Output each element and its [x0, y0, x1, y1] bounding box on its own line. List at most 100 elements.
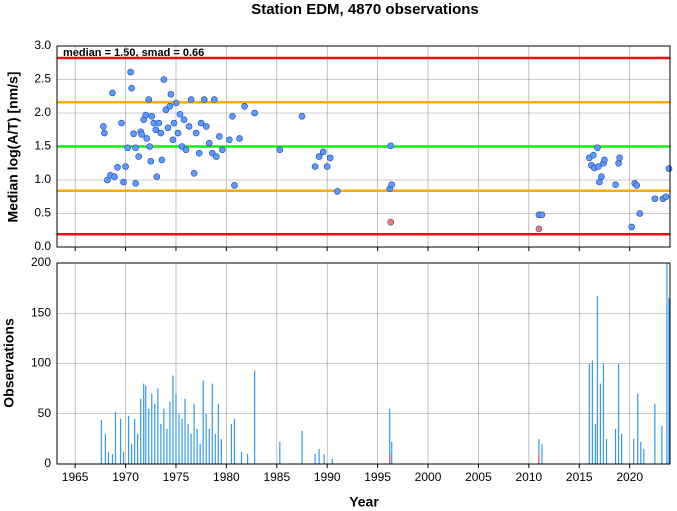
bar: [633, 438, 635, 464]
point: [130, 130, 137, 138]
point: [152, 126, 160, 134]
y-tick-label: 100: [31, 356, 51, 370]
y-tick-label: 150: [31, 305, 51, 319]
point: [229, 113, 236, 120]
y-axis-label: Observations: [1, 318, 17, 408]
point: [124, 144, 131, 152]
y-tick-label: 2.0: [34, 105, 51, 119]
point: [651, 195, 659, 203]
y-tick-label: 0.0: [34, 239, 51, 253]
bar: [163, 408, 165, 464]
point: [145, 96, 153, 103]
bar: [617, 363, 620, 464]
point: [212, 153, 220, 160]
point: [127, 68, 134, 76]
bar: [160, 423, 162, 464]
point: [170, 119, 178, 127]
bar: [178, 413, 180, 464]
bar: [199, 443, 201, 464]
bar: [594, 423, 596, 464]
point: [160, 76, 168, 83]
point: [132, 144, 139, 152]
bar: [127, 415, 130, 464]
plot-frame: [56, 262, 671, 465]
point: [226, 136, 233, 144]
point: [182, 146, 190, 154]
bar: [588, 363, 590, 464]
bar: [202, 380, 204, 464]
plot-frame: [56, 45, 671, 248]
bar: [599, 383, 602, 464]
bar: [196, 428, 198, 464]
bar: [187, 423, 189, 464]
bar: [193, 403, 195, 464]
point: [101, 129, 108, 137]
point: [174, 129, 182, 137]
point: [172, 99, 180, 107]
bar: [217, 403, 219, 464]
bar: [114, 411, 117, 464]
x-tick-label: 2000: [415, 470, 442, 484]
bar: [148, 408, 150, 464]
point: [616, 154, 623, 162]
bar: [122, 451, 125, 464]
x-tick-label: 1990: [314, 470, 341, 484]
bar: [131, 443, 133, 464]
bar: [134, 418, 136, 464]
y-tick-label: 0: [44, 456, 51, 470]
x-tick-label: 1995: [364, 470, 391, 484]
point: [311, 163, 319, 170]
x-tick-label: 1965: [62, 470, 89, 484]
bar: [301, 430, 303, 464]
point: [387, 142, 395, 150]
point: [319, 148, 327, 156]
x-tick-label: 2005: [465, 470, 492, 484]
point: [164, 124, 172, 132]
bar: [323, 453, 325, 464]
bar: [140, 398, 142, 464]
point: [595, 163, 602, 170]
x-tick-label: 2010: [515, 470, 542, 484]
point: [153, 173, 161, 180]
bar: [538, 438, 540, 464]
point: [122, 163, 129, 170]
point: [147, 157, 155, 165]
point: [251, 109, 258, 117]
point: [323, 163, 331, 170]
x-tick-label: 1970: [112, 470, 139, 484]
point: [326, 154, 334, 162]
point: [135, 153, 142, 160]
bar: [214, 433, 216, 464]
bar: [661, 425, 663, 464]
bar: [145, 385, 147, 464]
bar: [614, 428, 617, 464]
bar: [111, 453, 114, 464]
bar: [605, 438, 608, 464]
point: [190, 170, 198, 177]
point: [601, 156, 608, 164]
point: [104, 176, 111, 184]
point: [665, 165, 673, 172]
point: [636, 210, 644, 217]
point: [143, 135, 151, 142]
point: [128, 84, 135, 92]
point: [662, 193, 670, 201]
point: [158, 156, 166, 164]
x-tick-label: 2015: [566, 470, 593, 484]
point: [111, 173, 118, 180]
bar: [596, 296, 599, 464]
bar: [211, 383, 213, 464]
point: [197, 119, 205, 127]
point: [155, 119, 163, 127]
point: [315, 153, 323, 160]
point: [187, 96, 195, 103]
point: [612, 181, 619, 188]
point: [167, 90, 175, 98]
bar: [220, 438, 222, 464]
point: [219, 146, 226, 154]
bar: [389, 408, 391, 464]
point: [176, 111, 184, 118]
bar: [143, 383, 145, 464]
point: [100, 123, 107, 130]
